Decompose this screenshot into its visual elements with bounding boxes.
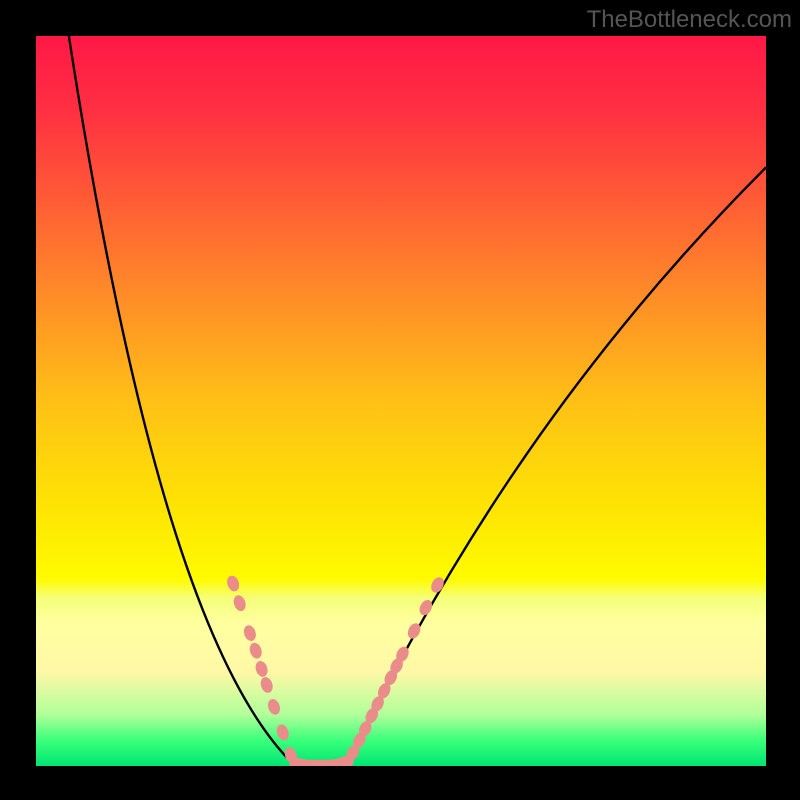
curve-marker: [429, 576, 445, 594]
curve-marker: [243, 624, 258, 642]
plot-area: [36, 36, 766, 766]
curve-marker: [232, 594, 247, 612]
watermark-text: TheBottleneck.com: [587, 6, 792, 34]
curve-marker: [226, 575, 241, 593]
curve-marker: [254, 660, 269, 678]
curve-marker: [259, 676, 274, 694]
chart-container: TheBottleneck.com: [0, 0, 800, 800]
bottleneck-curve: [69, 36, 766, 766]
curve-marker: [267, 698, 282, 716]
curve-marker: [248, 642, 263, 660]
curve-markers-group: [226, 575, 446, 766]
curve-marker: [275, 724, 290, 742]
curve-marker: [418, 598, 434, 616]
plot-svg: [36, 36, 766, 766]
